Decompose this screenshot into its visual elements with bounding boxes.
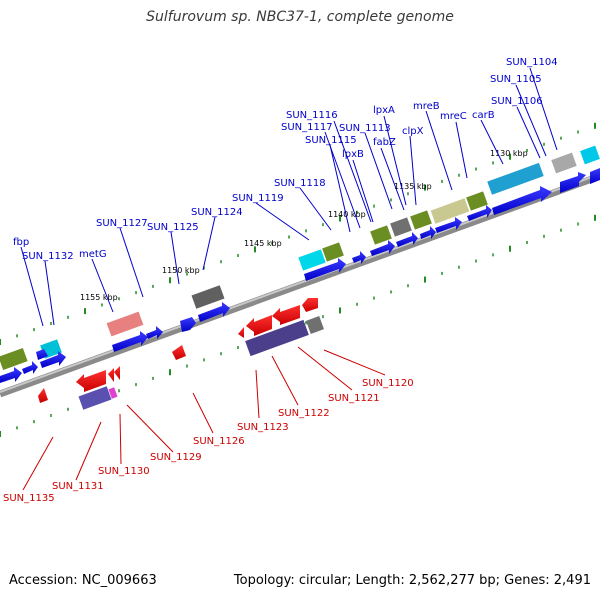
gene-label[interactable]: SUN_1117 [281, 122, 333, 133]
kbp-label: 1155 kbp [80, 293, 118, 302]
bottom-leader-lines [22, 346, 386, 491]
gene-label[interactable]: SUN_1121 [328, 393, 380, 404]
gene-label[interactable]: SUN_1105 [490, 74, 542, 85]
gene-arrow[interactable] [396, 232, 418, 247]
gene-label[interactable]: SUN_1125 [147, 222, 199, 233]
gene-arrow[interactable] [560, 172, 586, 193]
feature-band-pink[interactable] [106, 311, 144, 337]
kbp-label: 1130 kbp [490, 149, 528, 158]
reverse-features [38, 298, 324, 410]
forward-features [0, 145, 600, 383]
kbp-label: 1135 kbp [394, 182, 432, 191]
gene-arrow[interactable] [114, 366, 120, 380]
feature-band-purple[interactable] [245, 319, 309, 357]
kbp-label: 1145 kbp [244, 239, 282, 248]
gene-label[interactable]: clpX [402, 126, 424, 137]
gene-arrow[interactable] [467, 205, 492, 221]
genome-summary-text: Topology: circular; Length: 2,562,277 bp… [233, 573, 591, 588]
gene-arrow[interactable] [146, 326, 163, 339]
gene-label[interactable]: SUN_1115 [305, 135, 357, 146]
feature-band-olive[interactable] [322, 242, 344, 262]
gene-arrow[interactable] [112, 331, 148, 352]
gene-label[interactable]: lpxA [373, 105, 395, 116]
gene-label[interactable]: carB [472, 110, 495, 121]
feature-band-olive[interactable] [410, 210, 432, 230]
accession-text: Accession: NC_009663 [9, 573, 157, 588]
gene-label[interactable]: SUN_1124 [191, 207, 243, 218]
gene-arrow[interactable] [304, 258, 346, 281]
gene-label[interactable]: SUN_1123 [237, 422, 289, 433]
gene-label[interactable]: SUN_1118 [274, 178, 326, 189]
gene-label[interactable]: lpxB [342, 149, 364, 160]
top-labels: SUN_1104 SUN_1105 SUN_1106 carB mreB mre… [13, 57, 558, 262]
gene-arrow[interactable] [352, 251, 366, 264]
gene-arrow[interactable] [172, 345, 186, 360]
gene-label[interactable]: SUN_1120 [362, 378, 414, 389]
feature-band-olive[interactable] [466, 191, 488, 211]
top-leader-lines [20, 67, 558, 327]
feature-band-grey[interactable] [191, 285, 225, 309]
gene-label[interactable]: SUN_1135 [3, 493, 55, 504]
gene-label[interactable]: SUN_1127 [96, 218, 148, 229]
gene-label[interactable]: SUN_1122 [278, 408, 330, 419]
gene-arrow[interactable] [180, 317, 196, 332]
feature-band-grey[interactable] [306, 316, 324, 334]
gene-arrow[interactable] [108, 368, 114, 382]
gene-label[interactable]: SUN_1130 [98, 466, 150, 477]
gene-arrow[interactable] [36, 349, 48, 360]
gene-label[interactable]: SUN_1119 [232, 193, 284, 204]
gene-arrow[interactable] [238, 327, 244, 338]
gene-label[interactable]: SUN_1126 [193, 436, 245, 447]
gene-arrow[interactable] [38, 388, 48, 403]
gene-label[interactable]: SUN_1116 [286, 110, 338, 121]
tick-marks-top [0, 122, 596, 345]
gene-arrow[interactable] [198, 302, 230, 322]
gene-arrow[interactable] [76, 370, 106, 392]
feature-band-grey[interactable] [390, 217, 412, 237]
feature-band-grey[interactable] [551, 152, 577, 174]
gene-label[interactable]: SUN_1131 [52, 481, 104, 492]
gene-arrow[interactable] [22, 361, 38, 374]
gene-label[interactable]: fbp [13, 237, 29, 248]
gene-label[interactable]: SUN_1106 [491, 96, 543, 107]
feature-band-olive[interactable] [370, 225, 392, 245]
kbp-labels: 1130 kbp 1135 kbp 1140 kbp 1145 kbp 1150… [80, 149, 528, 302]
kbp-label: 1140 kbp [328, 210, 366, 219]
gene-arrow[interactable] [0, 367, 22, 383]
bottom-labels: SUN_1120 SUN_1121 SUN_1122 SUN_1123 SUN_… [3, 378, 414, 504]
gene-arrow[interactable] [272, 305, 300, 325]
kbp-label: 1150 kbp [162, 266, 200, 275]
tick-marks-bottom [0, 214, 596, 437]
gene-label[interactable]: fabZ [373, 137, 396, 148]
gene-label[interactable]: mreB [413, 101, 440, 112]
gene-arrow[interactable] [435, 217, 462, 233]
feature-band-cyan[interactable] [298, 249, 326, 271]
gene-label[interactable]: SUN_1113 [339, 123, 391, 134]
gene-label[interactable]: SUN_1129 [150, 452, 202, 463]
feature-band-cyan[interactable] [580, 145, 600, 165]
gene-label[interactable]: SUN_1132 [22, 251, 74, 262]
feature-band-cyan[interactable] [487, 162, 544, 195]
gene-label[interactable]: SUN_1104 [506, 57, 558, 68]
feature-band-olive[interactable] [0, 347, 28, 371]
feature-band-magenta[interactable] [108, 387, 118, 399]
gene-arrow[interactable] [492, 186, 552, 215]
genome-title: Sulfurovum sp. NBC37-1, complete genome [146, 9, 454, 25]
gene-arrow[interactable] [246, 315, 272, 336]
gene-label[interactable]: metG [79, 249, 107, 260]
feature-band-purple[interactable] [78, 386, 112, 410]
gene-arrow[interactable] [40, 351, 66, 368]
gene-arrow[interactable] [420, 226, 436, 239]
gene-arrow[interactable] [302, 298, 318, 312]
feature-band-khaki[interactable] [430, 198, 470, 224]
gene-arrow[interactable] [370, 240, 395, 256]
gene-label[interactable]: mreC [440, 111, 467, 122]
gene-arrow[interactable] [590, 168, 600, 184]
